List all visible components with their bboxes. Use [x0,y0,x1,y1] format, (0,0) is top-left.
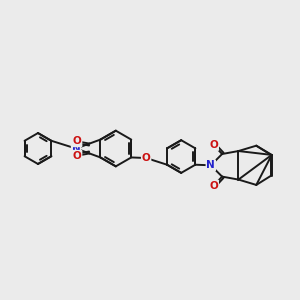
Text: N: N [206,160,215,170]
Text: O: O [73,151,82,161]
Text: O: O [209,181,218,190]
Text: O: O [73,136,82,146]
Text: O: O [142,153,151,163]
Text: O: O [209,140,218,150]
Text: N: N [72,143,80,154]
